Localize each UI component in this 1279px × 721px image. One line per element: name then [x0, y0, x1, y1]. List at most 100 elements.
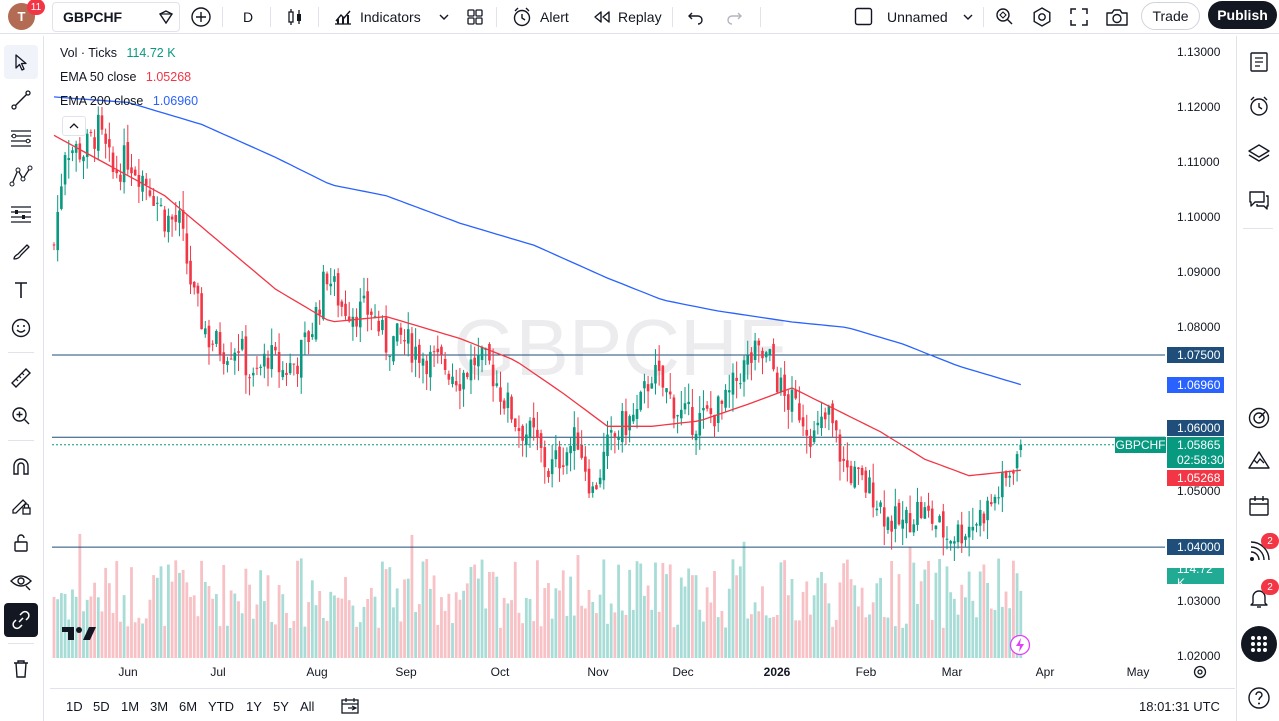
- layout-dropdown-icon[interactable]: [962, 11, 974, 23]
- candle-body: [661, 365, 665, 388]
- candle-body: [111, 152, 115, 172]
- publish-button[interactable]: Publish: [1208, 1, 1277, 29]
- volume-bar: [650, 609, 654, 658]
- candle-body: [543, 447, 547, 468]
- volume-bar: [790, 579, 794, 658]
- collapse-legend-icon[interactable]: [62, 116, 86, 136]
- fullscreen-icon[interactable]: [1069, 0, 1089, 34]
- candle-body: [115, 169, 119, 174]
- candle-body: [676, 415, 679, 417]
- apps-grid-icon[interactable]: [1241, 626, 1277, 662]
- range-button-1m[interactable]: 1M: [121, 699, 140, 714]
- volume-bar: [845, 559, 849, 658]
- volume-bar: [927, 560, 930, 658]
- horizontal-lines-icon[interactable]: [4, 121, 38, 155]
- symbol-search[interactable]: GBPCHF: [52, 2, 180, 32]
- volume-bar: [676, 624, 680, 658]
- candle-body: [292, 363, 296, 365]
- link-sync-icon[interactable]: [4, 603, 38, 637]
- chat-icon[interactable]: [1243, 184, 1275, 216]
- indicators-dropdown-icon[interactable]: [438, 0, 450, 34]
- candle-body: [251, 372, 255, 376]
- interval-button[interactable]: D: [243, 0, 253, 34]
- clock-timezone[interactable]: 18:01:31 UTC: [1139, 699, 1220, 714]
- quick-search-icon[interactable]: [993, 0, 1015, 34]
- volume-bar: [860, 587, 864, 658]
- candle-body: [905, 510, 908, 524]
- range-button-3m[interactable]: 3M: [150, 699, 169, 714]
- ema50-legend[interactable]: EMA 50 close 1.05268: [60, 70, 191, 84]
- lock-pencil-icon[interactable]: [4, 488, 38, 522]
- layout-checkbox-icon[interactable]: [854, 7, 873, 26]
- ruler-icon[interactable]: [4, 361, 38, 395]
- zoom-in-icon[interactable]: [4, 399, 38, 433]
- brush-icon[interactable]: [4, 235, 38, 269]
- watchlist-icon[interactable]: [1243, 46, 1275, 78]
- indicators-button[interactable]: Indicators: [333, 0, 421, 34]
- volume-bar: [462, 590, 465, 658]
- volume-bar: [842, 563, 846, 658]
- trash-icon[interactable]: [4, 652, 38, 686]
- range-button-all[interactable]: All: [300, 699, 315, 714]
- ema200-legend[interactable]: EMA 200 close 1.06960: [60, 94, 198, 108]
- timezone-settings-icon[interactable]: [1192, 664, 1208, 685]
- date-range-calendar-icon[interactable]: [340, 697, 360, 720]
- ideas-mountain-icon[interactable]: [1243, 444, 1275, 476]
- layout-menu[interactable]: Unnamed: [854, 0, 974, 34]
- volume-bar: [572, 615, 576, 658]
- eye-icon[interactable]: [4, 564, 38, 598]
- settings-gear-icon[interactable]: [1031, 0, 1053, 34]
- replay-button[interactable]: Replay: [592, 0, 662, 34]
- range-button-5y[interactable]: 5Y: [273, 699, 289, 714]
- range-button-ytd[interactable]: YTD: [208, 699, 234, 714]
- undo-icon[interactable]: [687, 0, 705, 34]
- pitchfork-icon[interactable]: [4, 159, 38, 193]
- candle-body: [617, 436, 620, 440]
- tradingview-logo-icon[interactable]: [62, 625, 96, 646]
- volume-bar: [904, 623, 908, 658]
- cursor-icon[interactable]: [4, 45, 38, 79]
- redo-icon[interactable]: [725, 0, 743, 34]
- target-icon[interactable]: [1243, 402, 1275, 434]
- volume-bar: [329, 591, 333, 658]
- volume-bar: [617, 564, 620, 658]
- templates-icon[interactable]: [465, 0, 485, 34]
- volume-legend[interactable]: Vol · Ticks 114.72 K: [60, 46, 176, 60]
- magnet-icon[interactable]: [4, 450, 38, 484]
- volume-bar: [458, 599, 462, 658]
- volume-bar: [443, 611, 447, 658]
- range-button-6m[interactable]: 6M: [179, 699, 198, 714]
- streams-badge-count: 2: [1267, 535, 1273, 547]
- volume-bar: [952, 598, 956, 658]
- emoji-icon[interactable]: [4, 311, 38, 345]
- screenshot-camera-icon[interactable]: [1105, 0, 1129, 34]
- symbol-flag-icon[interactable]: [157, 9, 175, 25]
- trade-button[interactable]: Trade: [1141, 2, 1200, 30]
- candle-body: [122, 145, 126, 183]
- trend-line-icon[interactable]: [4, 83, 38, 117]
- fib-retracement-icon[interactable]: [4, 197, 38, 231]
- volume-bar: [687, 568, 691, 658]
- volume-bar: [421, 561, 425, 658]
- add-symbol-icon[interactable]: [190, 0, 212, 34]
- calendar-icon[interactable]: [1243, 490, 1275, 522]
- streams-icon[interactable]: [1243, 536, 1275, 568]
- range-button-5d[interactable]: 5D: [93, 699, 110, 714]
- candle-body: [395, 323, 399, 342]
- price-axis-label: 1.09000: [1177, 264, 1221, 279]
- volume-bar: [705, 587, 709, 658]
- candle-body: [779, 377, 783, 392]
- help-icon[interactable]: [1243, 682, 1275, 714]
- range-button-1y[interactable]: 1Y: [246, 699, 262, 714]
- range-button-1d[interactable]: 1D: [66, 699, 83, 714]
- lock-icon[interactable]: [4, 526, 38, 560]
- text-tool-icon[interactable]: [4, 273, 38, 307]
- layers-icon[interactable]: [1243, 137, 1275, 169]
- alerts-clock-icon[interactable]: [1243, 90, 1275, 122]
- lightning-icon[interactable]: [1009, 634, 1031, 656]
- volume-bar: [775, 614, 779, 658]
- candles-icon[interactable]: [285, 0, 305, 34]
- alert-button[interactable]: Alert: [511, 0, 569, 34]
- volume-bar: [812, 595, 816, 658]
